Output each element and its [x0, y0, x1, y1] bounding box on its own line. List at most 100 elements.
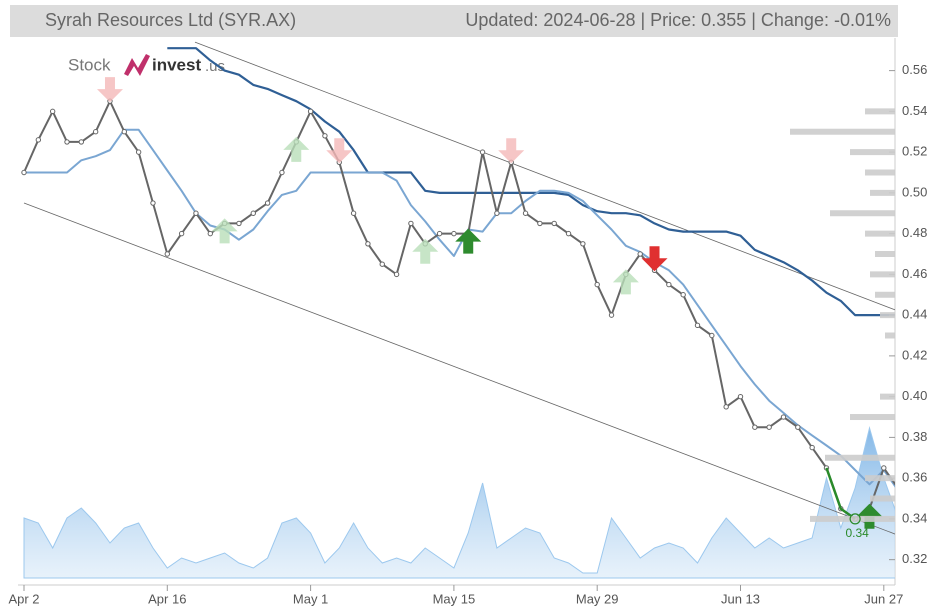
- volume-profile-bar: [880, 312, 895, 319]
- price-point: [752, 424, 758, 430]
- volume-profile-bar: [865, 169, 895, 176]
- logo-icon: [124, 54, 150, 76]
- price-point: [694, 322, 701, 329]
- price-point: [35, 137, 42, 143]
- line-series: [24, 128, 895, 488]
- signal-arrow: [641, 246, 668, 272]
- price-point: [565, 230, 572, 237]
- line-series: [23, 100, 895, 520]
- price-point: [580, 241, 586, 247]
- price-point: [92, 129, 99, 135]
- price-point: [78, 139, 85, 145]
- volume-profile-bar: [790, 128, 895, 135]
- y-tick-label: 0.38: [902, 429, 927, 444]
- volume-profile-bar: [865, 475, 895, 482]
- logo: Stock invest .us: [68, 54, 225, 76]
- volume-profile-bar: [865, 230, 895, 237]
- price-point: [307, 108, 314, 115]
- price-point: [264, 200, 271, 206]
- volume-profile-bar: [865, 108, 895, 115]
- price-point: [121, 129, 128, 135]
- volume-profile-bar: [825, 454, 895, 461]
- price-point: [780, 414, 787, 420]
- price-point: [637, 251, 643, 257]
- signal-arrow: [211, 218, 238, 244]
- y-tick-label: 0.48: [902, 225, 927, 240]
- price-point: [795, 424, 801, 430]
- volume-profile-bar: [830, 210, 895, 217]
- logo-text: Stock: [68, 55, 111, 74]
- chart-title: Syrah Resources Ltd (SYR.AX): [45, 10, 296, 30]
- y-tick-label: 0.46: [902, 266, 927, 281]
- y-tick-label: 0.52: [902, 144, 927, 159]
- price-point: [135, 149, 142, 155]
- price-point: [393, 271, 400, 278]
- price-point: [350, 210, 357, 216]
- plot-area: [21, 41, 900, 579]
- signal-arrow: [455, 228, 482, 254]
- price-point: [365, 241, 371, 247]
- price-point: [178, 230, 185, 237]
- price-point: [522, 210, 529, 216]
- y-tick-label: 0.32: [902, 551, 927, 566]
- x-tick-label: May 15: [433, 591, 476, 606]
- price-point: [322, 133, 328, 139]
- price-point: [537, 220, 543, 227]
- volume-profile-bar: [850, 149, 895, 156]
- annotation-point: [849, 513, 861, 525]
- y-tick-label: 0.54: [902, 103, 927, 118]
- price-point: [279, 169, 285, 176]
- annotation-label: 0.34: [845, 526, 869, 540]
- price-point: [881, 465, 887, 471]
- price-point: [21, 169, 27, 176]
- highlight-segment: [825, 467, 856, 520]
- x-tick-label: Apr 2: [8, 591, 39, 606]
- x-tick-label: Apr 16: [148, 591, 186, 606]
- line-series: [167, 47, 895, 317]
- price-point: [680, 292, 686, 298]
- volume-profile-bar: [870, 495, 895, 502]
- price-point: [737, 393, 744, 400]
- volume-profile-bar: [875, 291, 895, 298]
- price-point: [379, 261, 385, 267]
- price-point: [236, 220, 242, 227]
- x-tick-label: Jun 27: [864, 591, 903, 606]
- price-point: [150, 200, 156, 206]
- logo-text: .us: [205, 58, 225, 75]
- y-tick-label: 0.50: [902, 184, 927, 199]
- x-tick-label: May 29: [576, 591, 619, 606]
- price-point: [809, 444, 815, 451]
- y-tick-label: 0.42: [902, 347, 927, 362]
- volume-profile-bar: [870, 189, 895, 196]
- price-point: [723, 404, 729, 410]
- price-point: [608, 312, 615, 318]
- price-point: [408, 220, 414, 227]
- price-point: [207, 230, 213, 237]
- volume-profile-bar: [870, 271, 895, 278]
- price-point: [666, 281, 672, 288]
- y-tick-label: 0.34: [902, 510, 927, 525]
- y-tick-label: 0.44: [902, 307, 927, 322]
- x-tick-label: Jun 13: [721, 591, 760, 606]
- price-point: [436, 230, 443, 237]
- price-point: [709, 332, 715, 339]
- signal-arrow: [612, 269, 639, 295]
- price-point: [451, 230, 457, 237]
- price-point: [49, 108, 56, 115]
- y-tick-label: 0.36: [902, 470, 927, 485]
- trend-line: [23, 202, 895, 535]
- volume-profile-bar: [850, 414, 895, 421]
- price-point: [551, 220, 557, 227]
- volume-profile-bar: [875, 251, 895, 257]
- price-point: [164, 251, 171, 257]
- signal-arrow: [412, 238, 439, 264]
- trend-line: [194, 41, 895, 311]
- header-bar: [10, 5, 898, 37]
- signal-arrow: [96, 77, 123, 103]
- y-tick-label: 0.56: [902, 62, 927, 77]
- price-point: [896, 486, 900, 490]
- price-point: [594, 281, 600, 288]
- x-tick-label: May 1: [293, 591, 328, 606]
- volume-profile-bar: [810, 515, 895, 522]
